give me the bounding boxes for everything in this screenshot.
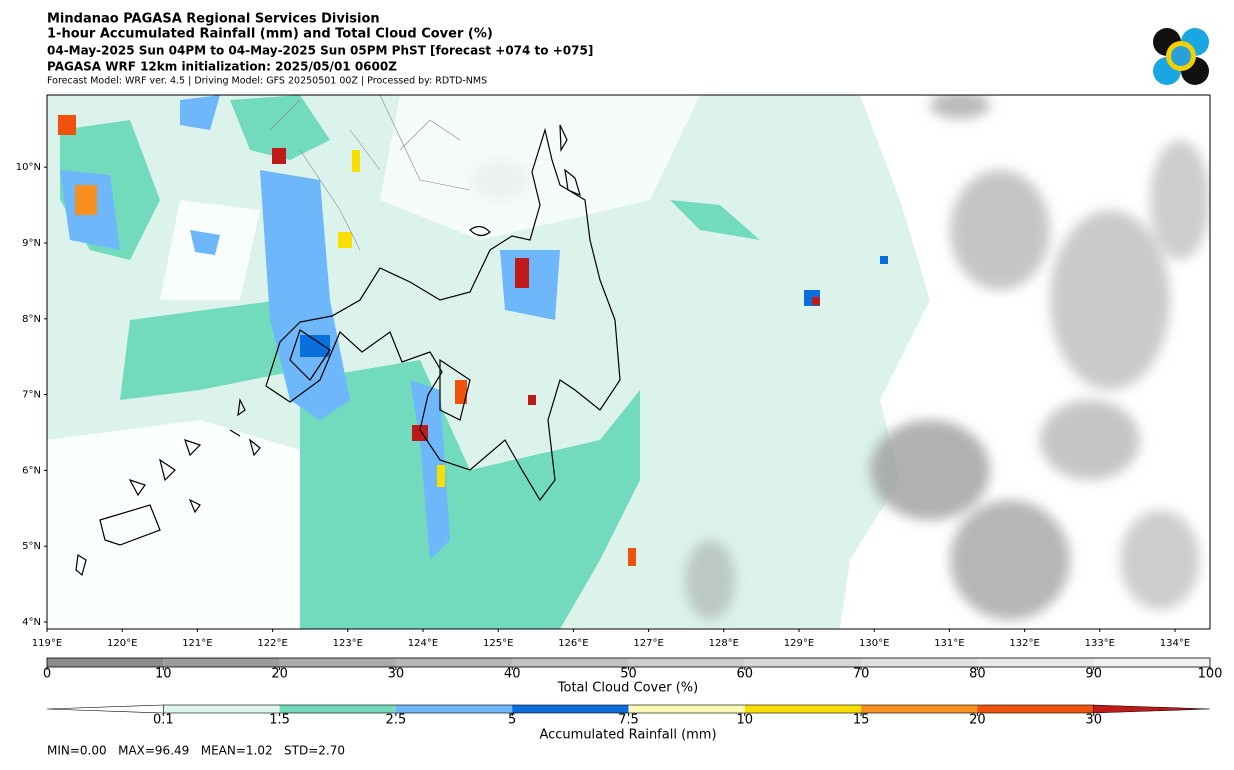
lon-label: 133°E	[1085, 638, 1115, 649]
valid-time: 04-May-2025 Sun 04PM to 04-May-2025 Sun …	[47, 44, 593, 58]
rain-colorbar-tick-label: 15	[853, 713, 870, 728]
lon-label: 123°E	[333, 638, 363, 649]
lat-label: 5°N	[22, 541, 41, 552]
lon-label: 125°E	[483, 638, 513, 649]
lon-label: 128°E	[709, 638, 739, 649]
rain-colorbar-segment	[279, 705, 396, 713]
cloud-colorbar-segment	[47, 658, 164, 667]
cloud-colorbar-segment	[1093, 658, 1210, 667]
rain-colorbar-tick-label: 2.5	[386, 713, 407, 728]
map-frame	[46, 94, 1211, 630]
rain-colorbar-tick-label: 30	[1085, 713, 1102, 728]
rain-colorbar-tick-label: 0.1	[153, 713, 174, 728]
rain-colorbar-segment	[861, 705, 978, 713]
rain-colorbar-segment	[744, 705, 862, 713]
cloud-colorbar-segment	[861, 658, 978, 667]
rain-colorbar-segment	[395, 705, 513, 713]
cloud-colorbar-segment	[279, 658, 396, 667]
cloud-colorbar-tick-label: 70	[853, 667, 870, 682]
lat-label: 10°N	[16, 162, 41, 173]
subtitle: 1-hour Accumulated Rainfall (mm) and Tot…	[47, 27, 493, 42]
cloud-colorbar-tick-label: 60	[737, 667, 754, 682]
rain-colorbar-over	[1093, 704, 1211, 714]
cloud-colorbar-tick-label: 10	[155, 667, 172, 682]
lon-label: 130°E	[859, 638, 889, 649]
rain-colorbar-tick-label: 7.5	[618, 713, 639, 728]
cloud-colorbar-segment	[395, 658, 513, 667]
cloud-colorbar-tick-label: 30	[388, 667, 405, 682]
rain-colorbar-tick-label: 5	[508, 713, 516, 728]
rain-colorbar-tick-label: 10	[737, 713, 754, 728]
cloud-colorbar-segment	[163, 658, 280, 667]
lat-label: 7°N	[22, 390, 41, 401]
cloud-colorbar-segment	[977, 658, 1094, 667]
cloud-colorbar-tick-label: 50	[620, 667, 637, 682]
title: Mindanao PAGASA Regional Services Divisi…	[47, 12, 380, 27]
rain-colorbar-segment	[628, 705, 745, 713]
lon-label: 132°E	[1009, 638, 1039, 649]
cloud-colorbar-segment	[744, 658, 862, 667]
rain-colorbar-segment	[163, 705, 280, 713]
lon-label: 129°E	[784, 638, 814, 649]
cloud-colorbar-tick-label: 80	[969, 667, 986, 682]
cloud-colorbar-label: Total Cloud Cover (%)	[557, 681, 698, 696]
lon-label: 127°E	[633, 638, 663, 649]
rain-colorbar-label: Accumulated Rainfall (mm)	[539, 728, 716, 743]
lat-label: 8°N	[22, 314, 41, 325]
model-info: Forecast Model: WRF ver. 4.5 | Driving M…	[47, 76, 487, 87]
lon-label: 122°E	[257, 638, 287, 649]
cloud-colorbar-segment	[512, 658, 629, 667]
cloud-colorbar-segment	[628, 658, 745, 667]
lat-label: 9°N	[22, 238, 41, 249]
lon-label: 124°E	[408, 638, 438, 649]
lon-label: 126°E	[558, 638, 588, 649]
rain-colorbar-segment	[512, 705, 629, 713]
rain-colorbar-segment	[977, 705, 1094, 713]
cloud-colorbar-tick-label: 0	[43, 667, 51, 682]
lat-label: 6°N	[22, 465, 41, 476]
cloud-colorbar-tick-label: 40	[504, 667, 521, 682]
lat-label: 4°N	[22, 617, 41, 628]
rain-colorbar-tick-label: 1.5	[269, 713, 290, 728]
initialization: PAGASA WRF 12km initialization: 2025/05/…	[47, 60, 397, 74]
map-field	[47, 95, 1210, 629]
cloud-colorbar-tick-label: 100	[1198, 667, 1223, 682]
cloud-colorbar-tick-label: 20	[271, 667, 288, 682]
logo	[1153, 28, 1209, 85]
cloud-colorbar-tick-label: 90	[1085, 667, 1102, 682]
statistics: MIN=0.00 MAX=96.49 MEAN=1.02 STD=2.70	[47, 744, 345, 758]
lon-label: 121°E	[182, 638, 212, 649]
lon-label: 119°E	[32, 638, 62, 649]
rain-colorbar-under	[46, 704, 164, 714]
lon-label: 131°E	[934, 638, 964, 649]
rain-colorbar-tick-label: 20	[969, 713, 986, 728]
lon-label: 120°E	[107, 638, 137, 649]
lon-label: 134°E	[1160, 638, 1190, 649]
